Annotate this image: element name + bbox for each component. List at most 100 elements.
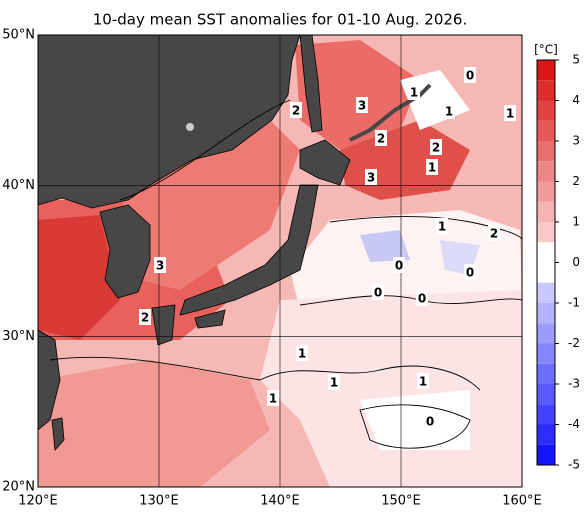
- contour-label: 1: [419, 375, 427, 389]
- x-tick-label: 130°E: [139, 494, 179, 509]
- land-kurils: [349, 83, 432, 142]
- contour-label-bg: [365, 169, 377, 185]
- contour-label: 0: [418, 292, 426, 306]
- anomaly-patch: [360, 390, 470, 450]
- colorbar-step: [537, 141, 555, 162]
- land-honshu: [179, 184, 319, 316]
- colorbar-step: [537, 222, 555, 243]
- lake: [186, 123, 194, 131]
- colorbar-step: [537, 181, 555, 202]
- contour-label: 2: [377, 132, 385, 146]
- contour-label-bg: [139, 309, 151, 325]
- contour-label-bg: [417, 373, 429, 389]
- contour-label-bg: [430, 139, 442, 155]
- land-hokkaido: [299, 139, 351, 186]
- contour-label-bg: [154, 257, 166, 273]
- contour-label-bg: [504, 105, 516, 121]
- contour-label-bg: [267, 390, 279, 406]
- y-tick-label: 50°N: [2, 28, 35, 43]
- colorbar-tick-label: 5: [572, 53, 580, 67]
- contour-label-bg: [424, 413, 436, 429]
- colorbar-tick-label: -4: [568, 417, 580, 431]
- land-korea: [99, 204, 151, 299]
- colorbar-tick-label: -3: [568, 377, 580, 391]
- contour-line: [259, 365, 481, 391]
- x-tick-label: 140°E: [260, 494, 300, 509]
- contour-label: 1: [445, 105, 453, 119]
- contour-line: [119, 99, 291, 201]
- contour-label: 0: [374, 286, 382, 300]
- contour-label: 1: [506, 107, 514, 121]
- contour-label: 2: [490, 227, 498, 241]
- contour-line: [329, 216, 522, 241]
- x-tick-label: 160°E: [502, 494, 542, 509]
- colorbar-step: [537, 201, 555, 222]
- contour-label: 0: [395, 259, 403, 273]
- contour-label: 3: [358, 99, 366, 113]
- x-tick-label: 120°E: [18, 494, 58, 509]
- colorbar-tick-label: 3: [572, 134, 580, 148]
- anomaly-patch: [38, 215, 120, 340]
- contour-label: 1: [410, 86, 418, 100]
- contour-label: 0: [426, 415, 434, 429]
- contour-label: 2: [432, 141, 440, 155]
- contour-label-bg: [488, 225, 500, 241]
- contour-label-bg: [328, 374, 340, 390]
- colorbar-unit: [°C]: [534, 43, 558, 57]
- colorbar-step: [537, 343, 555, 364]
- colorbar-step: [537, 323, 555, 344]
- contour-label: 1: [428, 161, 436, 175]
- colorbar-step: [537, 60, 555, 81]
- anomaly-patch: [120, 110, 300, 290]
- colorbar-step: [537, 363, 555, 384]
- contour-label: 1: [298, 347, 306, 361]
- contour-label-bg: [416, 290, 428, 306]
- anomaly-patch: [295, 40, 420, 150]
- colorbar-tick-label: 1: [572, 215, 580, 229]
- colorbar-tick-label: 0: [572, 255, 580, 269]
- contour-label-bg: [464, 67, 476, 83]
- colorbar-step: [537, 282, 555, 303]
- colorbar-step: [537, 100, 555, 121]
- contour-label: 0: [466, 266, 474, 280]
- colorbar-step: [537, 242, 555, 263]
- colorbar-tick-label: 2: [572, 174, 580, 188]
- colorbar-step: [537, 384, 555, 405]
- land-china-coast: [38, 329, 61, 431]
- colorbar-step: [537, 161, 555, 182]
- map-frame: [37, 34, 523, 488]
- colorbar-tick-label: -1: [568, 296, 580, 310]
- colorbar-tick-label: -5: [568, 458, 580, 472]
- colorbar-tick-label: 4: [572, 93, 580, 107]
- contour-label-bg: [443, 103, 455, 119]
- contour-label-bg: [426, 159, 438, 175]
- y-tick-label: 30°N: [2, 329, 35, 344]
- colorbar-step: [537, 424, 555, 445]
- contour-label-bg: [372, 284, 384, 300]
- contour-label: 0: [466, 69, 474, 83]
- colorbar-step: [537, 404, 555, 425]
- contour-label: 1: [269, 392, 277, 406]
- colorbar-step: [537, 262, 555, 283]
- land-continent: [38, 35, 301, 209]
- colorbar-step: [537, 303, 555, 324]
- title: 10-day mean SST anomalies for 01-10 Aug.…: [93, 11, 467, 29]
- colorbar-tick-label: -2: [568, 336, 580, 350]
- contour-label-bg: [296, 345, 308, 361]
- anomaly-patch: [38, 360, 270, 487]
- colorbar-step: [537, 80, 555, 101]
- contour-label-bg: [408, 84, 420, 100]
- y-tick-label: 40°N: [2, 178, 35, 193]
- contour-label-bg: [356, 97, 368, 113]
- contour-label: 1: [330, 376, 338, 390]
- y-tick-label: 20°N: [2, 480, 35, 495]
- contour-label: 3: [367, 171, 375, 185]
- colorbar: 5 4 3 2 1 0 -1 -2 -3 -4 -5: [536, 53, 580, 472]
- contour-label: 2: [292, 104, 300, 118]
- colorbar-step: [537, 120, 555, 141]
- x-tick-label: 150°E: [381, 494, 421, 509]
- contour-label-bg: [290, 102, 302, 118]
